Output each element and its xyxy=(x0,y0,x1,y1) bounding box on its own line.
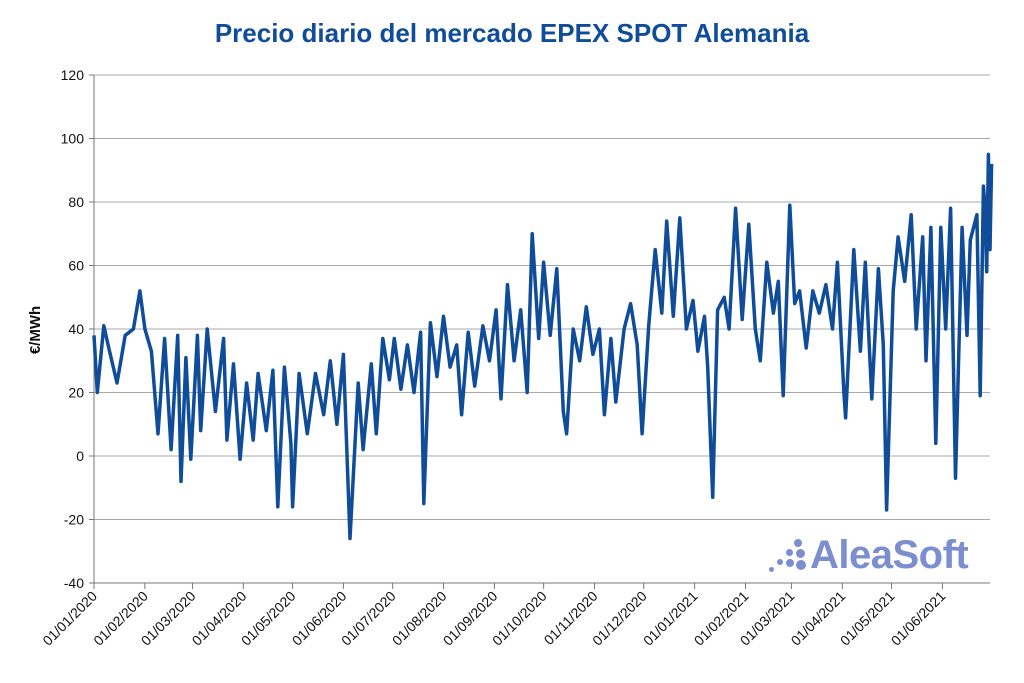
logo-dots-icon xyxy=(768,536,808,576)
y-tick-label: -20 xyxy=(64,512,84,528)
x-tick-label: 01/06/2021 xyxy=(888,588,949,649)
y-tick-label: 80 xyxy=(68,194,84,210)
gridlines xyxy=(89,74,990,584)
y-tick-label: -40 xyxy=(64,575,84,591)
y-axis-label: €/MWh xyxy=(27,306,44,354)
y-tick-label: 20 xyxy=(68,385,84,401)
y-tick-label: 0 xyxy=(76,448,84,464)
y-tick-label: 100 xyxy=(61,131,85,147)
y-tick-label: 120 xyxy=(61,67,85,83)
series-line xyxy=(92,152,994,541)
y-tick-labels: 120 100 80 60 40 20 0 -20 -40 xyxy=(61,67,85,591)
chart-title: Precio diario del mercado EPEX SPOT Alem… xyxy=(214,18,810,48)
logo-text: AleaSoft xyxy=(810,533,969,577)
x-tick-labels: 01/01/202001/02/202001/03/202001/04/2020… xyxy=(39,583,949,649)
y-tick-label: 40 xyxy=(68,321,84,337)
y-tick-label: 60 xyxy=(68,258,84,274)
aleasoft-logo: AleaSoft xyxy=(768,533,969,578)
